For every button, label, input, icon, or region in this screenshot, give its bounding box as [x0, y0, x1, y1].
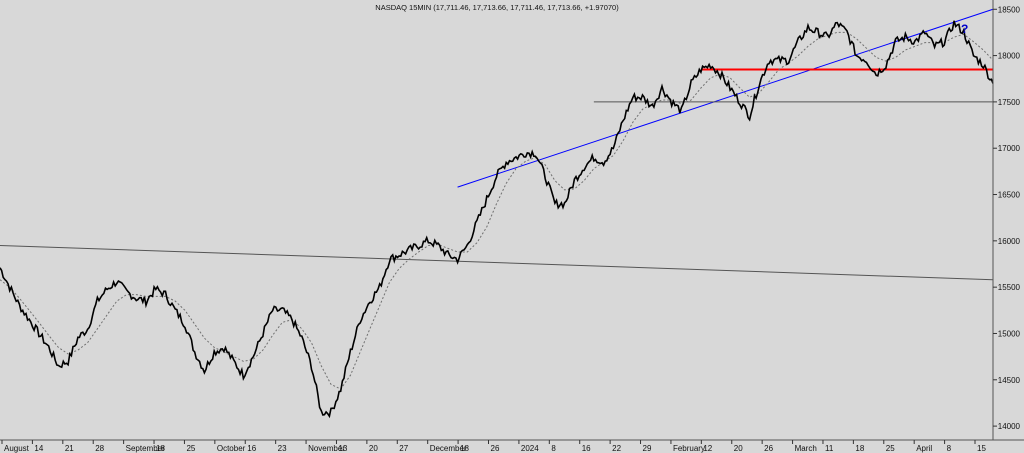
x-tick-label: 20 — [734, 444, 743, 453]
x-tick-label: 25 — [186, 444, 195, 453]
x-tick-label: April — [916, 444, 932, 453]
x-tick-label: 12 — [703, 444, 712, 453]
y-tick-label: 15500 — [998, 283, 1021, 292]
question-mark-annotation: ? — [961, 22, 968, 36]
x-tick-label: 21 — [65, 444, 74, 453]
y-tick-label: 18000 — [998, 52, 1021, 61]
x-tick-label: 8 — [551, 444, 556, 453]
x-tick-label: 18 — [156, 444, 165, 453]
moving-average-line — [0, 31, 994, 390]
x-tick-label: 15 — [977, 444, 986, 453]
x-tick-label: August — [4, 444, 30, 453]
y-tick-label: 14500 — [998, 376, 1021, 385]
x-tick-label: 25 — [886, 444, 895, 453]
x-tick-label: 20 — [369, 444, 378, 453]
x-tick-label: 14 — [34, 444, 43, 453]
price-series-line — [0, 20, 994, 419]
x-tick-label: 18 — [855, 444, 864, 453]
chart-title: NASDAQ 15MIN (17,711.46, 17,713.66, 17,7… — [375, 3, 619, 12]
y-tick-label: 17500 — [998, 98, 1021, 107]
y-tick-label: 18500 — [998, 5, 1021, 14]
x-tick-label: September — [126, 444, 165, 453]
x-axis-band — [0, 440, 1024, 453]
x-tick-label: 23 — [278, 444, 287, 453]
x-tick-label: 2024 — [521, 444, 539, 453]
y-tick-label: 14000 — [998, 422, 1021, 431]
x-tick-label: 16 — [247, 444, 256, 453]
x-tick-label: 27 — [399, 444, 408, 453]
y-tick-label: 15000 — [998, 329, 1021, 338]
x-tick-label: 26 — [491, 444, 500, 453]
y-tick-label: 16000 — [998, 237, 1021, 246]
x-tick-label: 22 — [612, 444, 621, 453]
x-tick-label: November — [308, 444, 345, 453]
x-tick-label: December — [430, 444, 467, 453]
y-tick-label: 17000 — [998, 144, 1021, 153]
x-tick-label: 16 — [582, 444, 591, 453]
trendline — [0, 244, 994, 281]
y-tick-label: 16500 — [998, 191, 1021, 200]
x-tick-label: October — [217, 444, 246, 453]
x-tick-label: 28 — [95, 444, 104, 453]
x-tick-label: 18 — [460, 444, 469, 453]
x-tick-label: 29 — [643, 444, 652, 453]
x-tick-label: 26 — [764, 444, 773, 453]
x-tick-label: 8 — [947, 444, 952, 453]
x-tick-label: February — [673, 444, 705, 453]
x-tick-label: 11 — [825, 444, 834, 453]
x-tick-label: March — [795, 444, 817, 453]
x-tick-label: 13 — [338, 444, 347, 453]
